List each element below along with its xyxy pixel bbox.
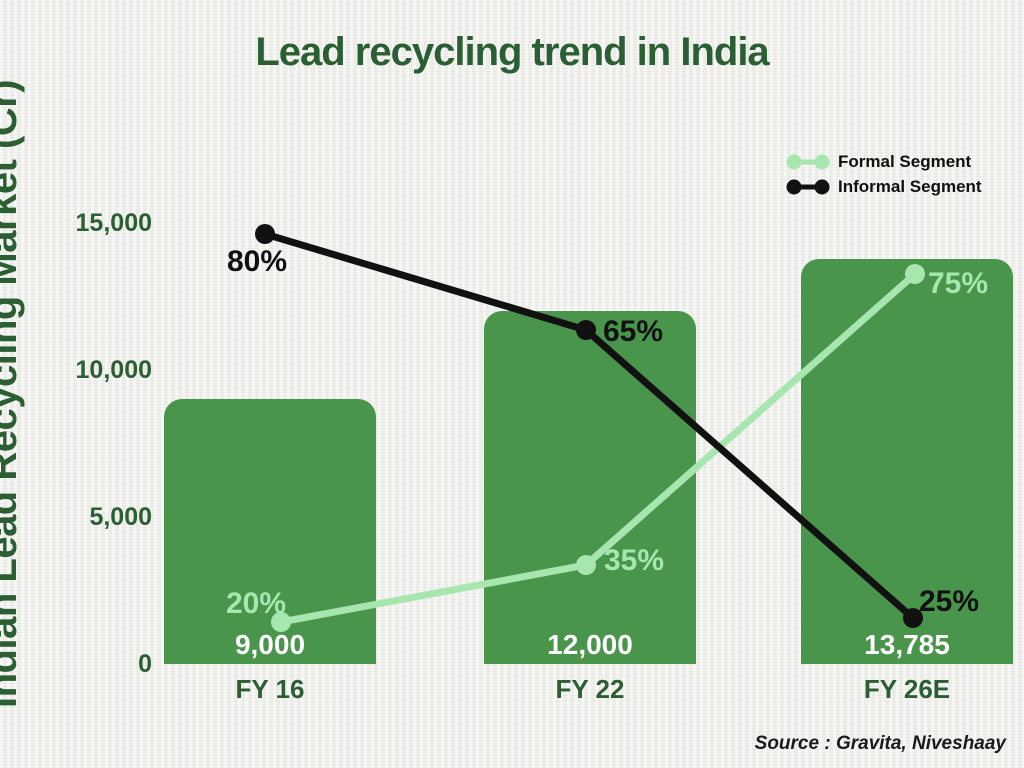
- line-marker: [255, 224, 275, 244]
- x-tick-label: FY 16: [235, 674, 305, 704]
- informal-dumbbell-marker-icon: [786, 179, 830, 194]
- legend: Formal Segment Informal Segment: [786, 149, 982, 199]
- legend-item-informal: Informal Segment: [786, 174, 982, 199]
- formal-dumbbell-marker-icon: [786, 154, 830, 169]
- percent-label: 25%: [918, 585, 980, 618]
- percent-label: 20%: [225, 587, 287, 620]
- legend-label-formal: Formal Segment: [838, 151, 972, 171]
- bar: [484, 311, 696, 664]
- x-tick-label: FY 26E: [863, 674, 951, 704]
- percent-label: 65%: [602, 315, 664, 348]
- y-tick-label: 15,000: [75, 209, 152, 237]
- percent-label: 35%: [603, 544, 665, 577]
- chart-title: Lead recycling trend in India: [255, 30, 769, 74]
- x-tick-label: FY 22: [555, 674, 625, 704]
- y-tick-label: 0: [138, 650, 152, 678]
- source-note: Source : Gravita, Niveshaay: [754, 733, 1006, 754]
- legend-label-informal: Informal Segment: [838, 176, 982, 196]
- bar-value-label: 12,000: [547, 629, 633, 660]
- legend-item-formal: Formal Segment: [786, 149, 982, 174]
- bar: [164, 399, 376, 664]
- y-tick-label: 5,000: [89, 503, 152, 531]
- y-axis-title: Indian Lead Recycling Market (Cr): [0, 79, 25, 708]
- percent-label: 75%: [927, 267, 989, 300]
- bar-value-label: 9,000: [234, 629, 306, 660]
- bar-value-label: 13,785: [864, 629, 950, 660]
- y-tick-label: 10,000: [75, 356, 152, 384]
- percent-label: 80%: [226, 245, 288, 278]
